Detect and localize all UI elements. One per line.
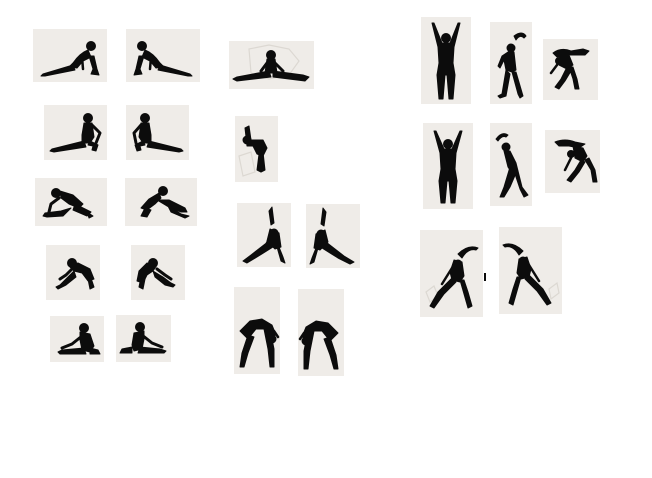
backbend-icon — [238, 125, 268, 177]
pose-tile-wide-side-stretch-right — [499, 227, 562, 314]
forward-bend-icon — [549, 48, 590, 90]
pose-tile-lunge-stretch-right — [125, 178, 197, 226]
seated-straddle-icon — [132, 113, 184, 153]
lunge-stretch-icon — [42, 188, 94, 219]
side-split-icon — [232, 44, 310, 82]
pose-tile-wide-forward-bend-right — [298, 289, 344, 376]
pose-tile-split-forward-right — [126, 29, 200, 82]
wide-forward-bend-icon — [239, 318, 280, 368]
pose-tile-arms-up-front-2 — [423, 123, 473, 209]
watermark-icon — [548, 281, 560, 301]
pose-tile-lunge-stretch-left — [35, 178, 107, 226]
pose-tile-forward-bend-arm-up — [543, 39, 598, 100]
split-stretch-icon — [133, 41, 193, 77]
watermark-icon — [238, 151, 256, 177]
split-stretch-icon — [40, 41, 100, 77]
pose-tile-low-lunge-right — [131, 245, 185, 300]
forward-bend-icon — [554, 139, 598, 183]
wide-side-stretch-icon — [425, 246, 479, 309]
pose-tile-wide-side-stretch-left — [420, 230, 483, 317]
pose-tile-wide-forward-bend-left — [234, 287, 280, 374]
seated-forward-fold-icon — [57, 323, 101, 355]
pose-tile-seated-split-right — [126, 105, 189, 160]
pose-tile-low-lunge-left — [46, 245, 100, 300]
wide-forward-bend-icon — [298, 320, 339, 370]
pose-tile-seated-forward-left — [50, 316, 104, 362]
pose-tile-seated-forward-right — [116, 315, 171, 362]
pose-tile-triangle-right — [306, 204, 360, 268]
seated-forward-fold-icon — [119, 322, 167, 354]
pose-tile-forward-bend-arm-up-2 — [545, 130, 600, 193]
pose-tile-arms-up-front — [421, 17, 471, 104]
side-bend-icon — [497, 32, 527, 99]
side-bend-icon — [495, 133, 529, 198]
triangle-pose-icon — [242, 206, 286, 264]
separator-mark — [484, 273, 486, 281]
low-lunge-icon — [136, 258, 176, 290]
low-lunge-icon — [55, 258, 95, 290]
triangle-pose-icon — [309, 207, 355, 265]
wide-side-stretch-icon — [502, 243, 560, 306]
pose-tile-triangle-left — [237, 203, 291, 267]
pose-tile-standing-backbend — [235, 116, 278, 182]
seated-straddle-icon — [49, 113, 102, 153]
pose-tile-side-bend-right-2 — [490, 123, 532, 206]
pose-tile-side-split-center — [229, 41, 314, 89]
arms-raised-icon — [433, 130, 463, 204]
lunge-stretch-icon — [140, 186, 190, 219]
pose-tile-split-forward-left — [33, 29, 107, 82]
pose-tile-side-bend-right — [490, 22, 532, 104]
arms-raised-icon — [431, 22, 461, 100]
pose-tile-seated-split-left — [44, 105, 107, 160]
